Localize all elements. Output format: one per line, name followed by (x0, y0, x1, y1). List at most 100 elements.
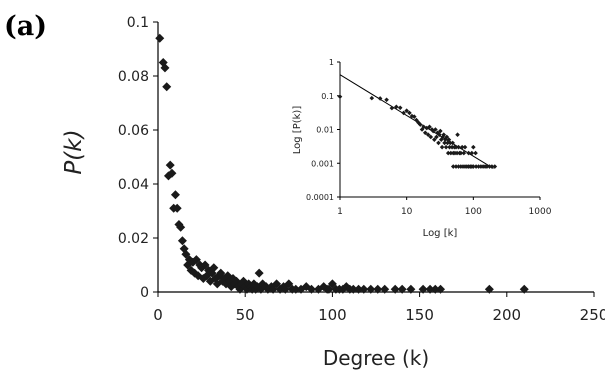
main-data-point (519, 284, 529, 294)
inset-x-ticks: 1 10 100 1000 (337, 197, 552, 217)
inset-data-point (435, 130, 440, 136)
main-x-tick-label: 50 (236, 306, 255, 324)
inset-data-point (459, 144, 465, 150)
inset-data-point (446, 137, 452, 142)
panel-label: (a) (4, 11, 47, 42)
inset-x-tick-label: 10 (401, 207, 413, 217)
inset-data-point (438, 128, 443, 134)
inset-data-point (447, 140, 453, 146)
inset-x-tick-label: 1000 (529, 207, 552, 217)
inset-data-point (377, 96, 383, 101)
inset-data-point (449, 144, 455, 150)
main-data-point (348, 284, 358, 294)
inset-data-point (473, 150, 478, 156)
inset-data-point (397, 105, 403, 111)
inset-data-point (417, 122, 423, 127)
inset-data-point (436, 140, 441, 146)
inset-data-point (389, 105, 395, 111)
inset-data-point (404, 108, 409, 114)
inset-data-point (444, 134, 450, 140)
main-data-point (484, 284, 494, 294)
inset-data-point (445, 150, 451, 156)
main-data-point (418, 284, 428, 294)
inset-data-point (441, 132, 447, 138)
main-data-point (155, 33, 165, 43)
inset-data-point (443, 144, 449, 150)
main-y-ticks: 0 0.02 0.04 0.06 0.08 0.1 (118, 15, 158, 301)
main-x-tick-label: 200 (492, 306, 521, 324)
inset-data-point (453, 144, 459, 150)
inset-data-point (442, 140, 447, 146)
inset-data-point (471, 144, 476, 150)
inset-data-point (454, 150, 460, 156)
inset-data-point (448, 150, 454, 156)
main-y-tick-label: 0.04 (118, 177, 149, 193)
main-data-point (254, 268, 264, 278)
main-data-point (397, 284, 407, 294)
inset-x-tick-label: 1 (337, 207, 343, 217)
main-data-point (209, 263, 219, 273)
main-data-point (177, 236, 187, 246)
main-data-point (167, 168, 177, 178)
inset-data-point (455, 132, 460, 138)
main-y-tick-label: 0.06 (118, 123, 149, 139)
inset-data-point (453, 164, 459, 169)
inset-data-point (401, 110, 406, 116)
inset-data-point (437, 132, 442, 138)
inset-y-tick-label: 0.001 (311, 159, 334, 168)
main-x-tick-label: 100 (318, 306, 347, 324)
inset-data-point (427, 124, 432, 130)
main-y-tick-label: 0.02 (118, 231, 149, 247)
inset-data-point (422, 130, 428, 136)
inset-data-point (429, 127, 435, 132)
inset-data-point (425, 132, 431, 138)
inset-y-tick-label: 1 (329, 58, 334, 67)
main-x-tick-label: 150 (405, 306, 434, 324)
inset-data-point (476, 164, 481, 169)
inset-x-axis-label: Log [k] (423, 228, 458, 239)
inset-data-point (492, 164, 498, 169)
inset-data-point (337, 94, 343, 99)
inset-data-points (337, 94, 498, 169)
main-y-axis-label: P(k) (61, 129, 87, 174)
inset-data-point (471, 164, 476, 169)
inset-data-point (473, 164, 479, 169)
main-data-point (160, 63, 170, 73)
inset-data-point (487, 164, 492, 169)
main-y-tick-label: 0.08 (118, 69, 149, 85)
inset-data-point (440, 134, 446, 140)
inset-data-point (466, 150, 471, 156)
main-data-point (406, 284, 416, 294)
main-data-point (366, 284, 376, 294)
inset-data-point (409, 113, 415, 119)
main-data-point (390, 284, 400, 294)
inset-data-point (445, 140, 450, 146)
main-x-tick-label: 250 (580, 306, 605, 324)
inset-data-point (433, 127, 438, 132)
inset-data-point (462, 144, 468, 150)
main-x-ticks: 0 50 100 150 200 250 (153, 292, 605, 324)
main-data-point (170, 190, 180, 200)
inset-data-point (484, 164, 490, 169)
inset-data-point (407, 110, 412, 116)
inset-data-point (447, 144, 452, 150)
main-data-point (354, 284, 364, 294)
inset-y-axis-label: Log [P(k)] (292, 106, 303, 155)
inset-data-point (456, 164, 461, 169)
inset-data-point (384, 97, 389, 103)
inset-data-point (456, 144, 461, 150)
main-plot: 0 0.02 0.04 0.06 0.08 0.1 0 50 100 150 200 250 Deg… (61, 15, 605, 370)
inset-data-point (369, 95, 375, 101)
inset-data-point (439, 144, 445, 150)
inset-data-point (458, 150, 464, 156)
inset-y-ticks: 0.0001 0.001 0.01 0.1 1 (306, 58, 340, 202)
inset-data-point (424, 125, 430, 131)
main-data-point (162, 82, 172, 92)
main-data-point (172, 203, 182, 213)
main-data-points (155, 33, 529, 294)
main-x-axis-label: Degree (k) (323, 346, 429, 370)
inset-data-point (469, 150, 475, 156)
main-data-point (176, 222, 186, 232)
main-data-point (373, 284, 383, 294)
